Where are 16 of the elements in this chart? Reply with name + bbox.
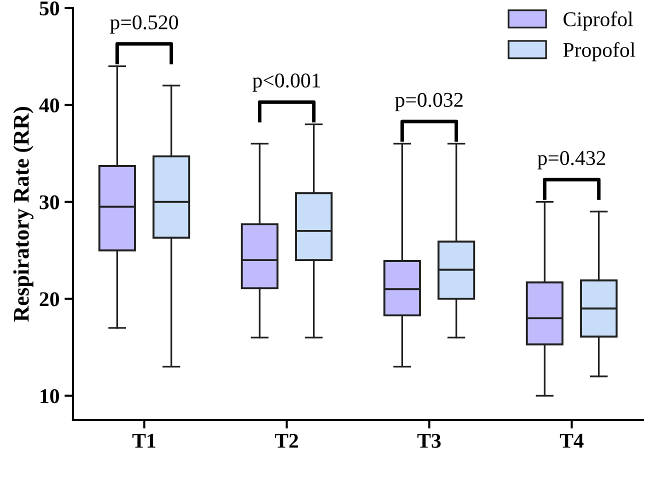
y-tick-label: 40 [39,98,60,112]
x-tick-label: T3 [417,434,441,448]
legend-label: Propofol [563,42,636,62]
legend-label: Ciprofol [564,11,633,31]
x-tick-label: T1 [132,434,156,448]
y-tick-label: 50 [40,1,60,16]
y-axis-title: Respiratory Rate (RR) [13,106,34,322]
annotation: p=0.432 [538,151,606,170]
annotation: p=0.032 [395,92,463,112]
y-tick-label: 20 [40,292,60,306]
y-tick-label: 10 [40,389,60,404]
x-tick-label: T4 [560,434,584,448]
y-tick-label: 30 [40,195,60,210]
annotation: p<0.001 [252,73,320,92]
annotation: p=0.520 [110,15,178,34]
x-tick-label: T2 [274,434,298,448]
